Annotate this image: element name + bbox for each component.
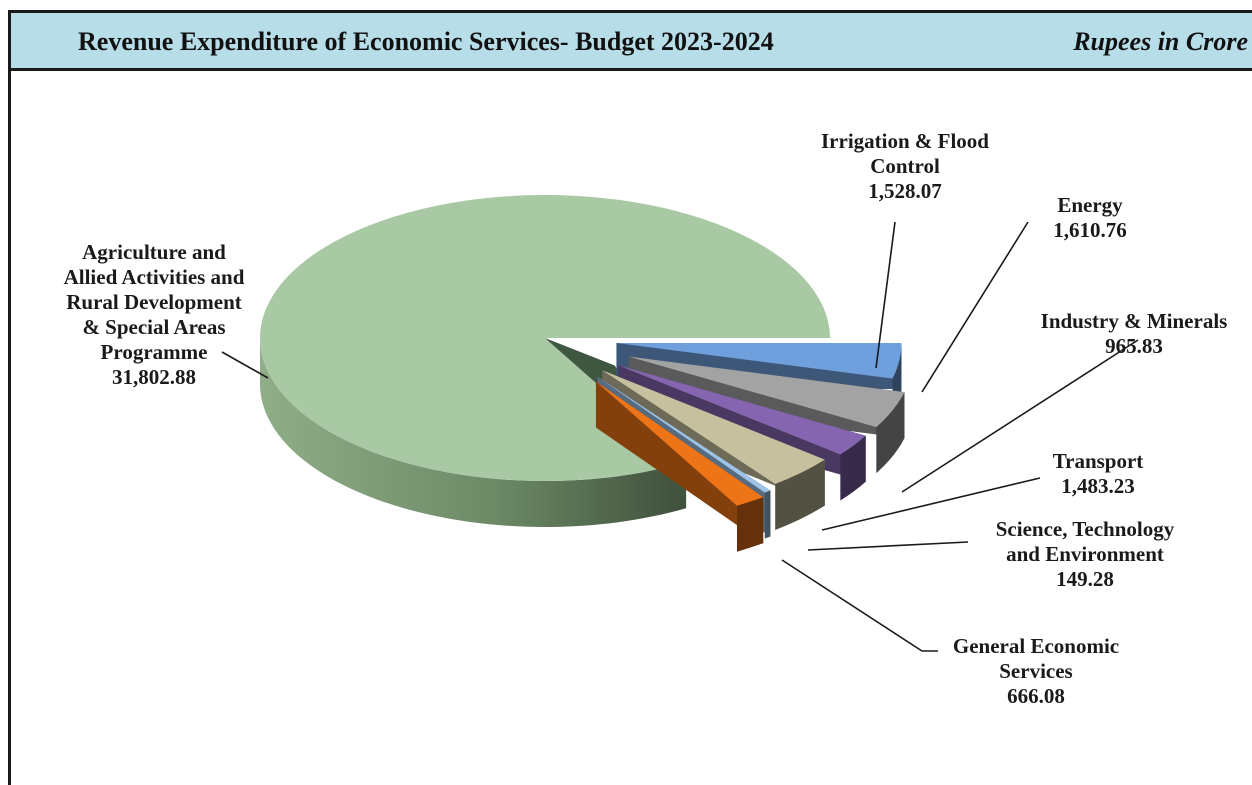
slice-top-face — [628, 356, 905, 428]
pie-slice-3 — [602, 370, 825, 530]
chart-header: Revenue Expenditure of Economic Services… — [11, 13, 1252, 71]
slice-top-face — [595, 381, 764, 506]
slice-label-6: Allied Activities and — [64, 265, 245, 289]
slice-value-6: 31,802.88 — [112, 365, 196, 389]
leader-line-4 — [807, 541, 969, 551]
slice-inner-shadow — [545, 338, 687, 509]
slice-labels: Irrigation & FloodControl1,528.07Energy1… — [64, 129, 1228, 708]
leader-lines — [221, 221, 1139, 652]
slice-cut-face — [595, 381, 764, 544]
slice-value-5: 666.08 — [1007, 684, 1065, 708]
slice-value-4: 149.28 — [1056, 567, 1114, 591]
slice-top-face — [602, 370, 825, 484]
slice-side-wall — [876, 392, 905, 474]
slice-cut-face — [628, 356, 905, 439]
slice-label-0: Control — [870, 154, 940, 178]
leader-line-5 — [781, 559, 938, 652]
pie-slice-1 — [628, 356, 905, 474]
slice-label-4: Science, Technology — [996, 517, 1175, 541]
slice-value-0: 1,528.07 — [868, 179, 942, 203]
slice-top-face — [616, 342, 902, 379]
slice-label-0: Irrigation & Flood — [821, 129, 989, 153]
leader-line-3 — [821, 477, 1041, 531]
slice-top-face — [597, 376, 771, 493]
slice-side-wall — [260, 338, 687, 527]
leader-line-1 — [921, 221, 1029, 393]
slice-label-1: Energy — [1057, 193, 1123, 217]
chart-title: Revenue Expenditure of Economic Services… — [78, 27, 774, 56]
slice-label-4: and Environment — [1006, 542, 1164, 566]
slice-label-5: Services — [999, 659, 1072, 683]
slice-side-wall — [764, 490, 771, 539]
slice-label-6: Agriculture and — [82, 240, 226, 264]
units-label: Rupees in Crore — [1073, 27, 1248, 56]
pie-slices — [260, 195, 905, 552]
slice-side-wall — [840, 435, 866, 501]
slice-value-3: 1,483.23 — [1061, 474, 1135, 498]
slice-value-1: 1,610.76 — [1053, 218, 1127, 242]
slice-side-wall — [775, 459, 825, 530]
slice-label-6: Programme — [101, 340, 208, 364]
slice-label-2: Industry & Minerals — [1041, 309, 1228, 333]
slice-label-6: Rural Development — [66, 290, 242, 314]
slice-label-6: & Special Areas — [82, 315, 225, 339]
pie-slice-5 — [595, 381, 764, 552]
slice-label-5: General Economic — [953, 634, 1119, 658]
leader-line-6 — [221, 351, 269, 379]
slice-label-3: Transport — [1053, 449, 1144, 473]
chart-frame — [8, 10, 1252, 785]
slice-side-wall — [736, 497, 764, 552]
slice-value-2: 965.83 — [1105, 334, 1163, 358]
leader-line-0 — [875, 221, 896, 369]
slice-top-face — [617, 365, 866, 455]
leader-line-2 — [901, 339, 1139, 493]
